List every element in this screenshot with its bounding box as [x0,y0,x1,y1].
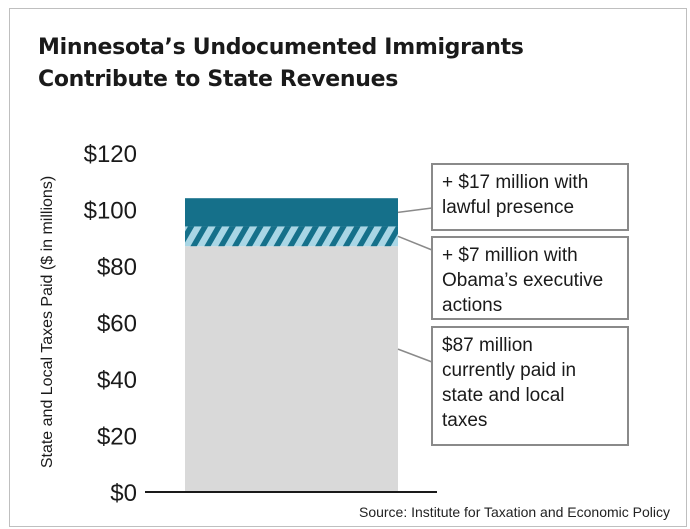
title-line-2: Contribute to State Revenues [38,67,398,92]
bar-segment-1 [185,246,398,492]
bar-segment-2 [185,226,398,247]
annotation-text: + $7 million with [442,245,578,266]
annotation-text: Obama’s executive [442,270,603,291]
title-line-1: Minnesota’s Undocumented Immigrants [38,35,524,60]
chart-title: Minnesota’s Undocumented Immigrants Cont… [38,32,524,96]
bar-segment-3 [185,198,398,227]
source-note: Source: Institute for Taxation and Econo… [358,504,670,520]
y-tick-label: $20 [97,424,137,451]
annotation-text: + $17 million with [442,172,588,193]
annotation-leader [397,348,433,363]
y-tick-label: $100 [84,198,137,225]
annotation-box [431,163,629,231]
annotation-text: state and local [442,385,565,406]
y-tick-label: $40 [97,367,137,394]
annotation-text: currently paid in [442,360,576,381]
annotation-text: $87 million [442,335,533,356]
annotation-leader [397,235,433,251]
annotation-box [431,326,629,446]
annotation-box [431,236,629,320]
y-tick-label: $120 [84,141,137,168]
annotation-text: lawful presence [442,197,574,218]
y-tick-label: $60 [97,311,137,338]
y-axis-label: State and Local Taxes Paid ($ in million… [39,176,56,468]
chart-frame [9,8,687,527]
y-tick-label: $0 [110,480,137,507]
annotation-text: actions [442,295,502,316]
annotation-text: taxes [442,410,487,431]
y-tick-label: $80 [97,254,137,281]
annotation-leader [397,207,433,214]
